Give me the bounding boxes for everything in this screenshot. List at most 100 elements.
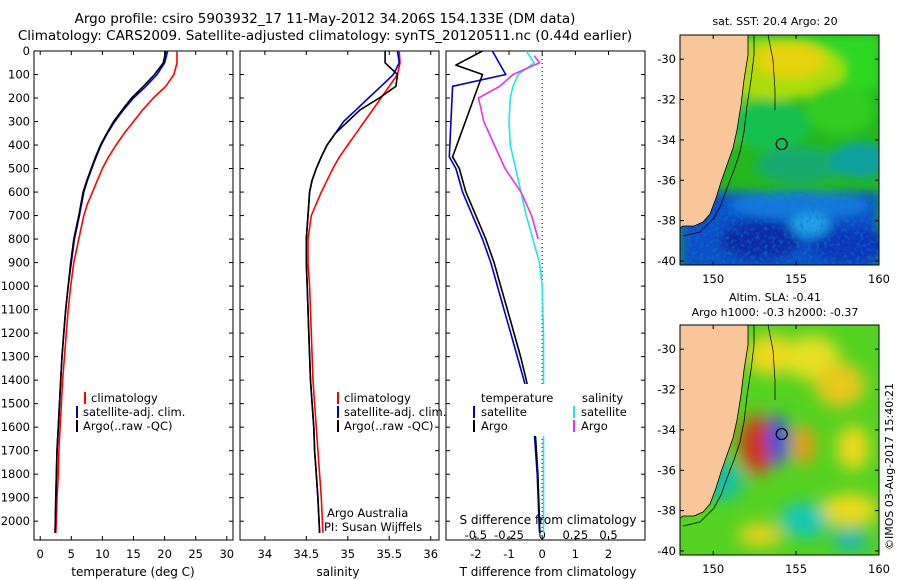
map-x-tick-label: 155 xyxy=(785,562,807,576)
salinity-x-label: salinity xyxy=(316,565,359,579)
sla-map-axes: 150 155 160 -30 -32 -34 -36 -38 -40 xyxy=(657,325,890,576)
sla-map-title: Altim. SLA: -0.41 xyxy=(729,291,821,304)
s-tick-label: -0.5 xyxy=(465,528,487,542)
x-tick-label: 36 xyxy=(423,547,438,561)
legend-label-satellite: satellite-adj. clim. xyxy=(344,405,446,419)
map-y-tick-label: -30 xyxy=(657,342,676,356)
sla-land-area xyxy=(680,325,749,519)
map-y-tick-label: -38 xyxy=(657,504,676,518)
salinity-panel: 34 34.5 35 35.5 36 climatology satellite-adj… xyxy=(239,50,446,579)
sla-map-image xyxy=(680,325,879,555)
depth-tick-label: 1700 xyxy=(1,444,30,458)
series-line-climatology xyxy=(55,51,178,533)
series-line-s-argo xyxy=(477,55,541,240)
x-tick-label: 5 xyxy=(68,547,75,561)
x-tick-label: 35.5 xyxy=(376,547,402,561)
salinity-x-axis: 34 34.5 35 35.5 36 xyxy=(258,51,438,561)
map-y-tick-label: -32 xyxy=(657,93,676,107)
map-y-tick-label: -40 xyxy=(657,544,676,558)
x-tick-label: -2 xyxy=(470,547,481,561)
depth-tick-label: 1000 xyxy=(1,279,30,293)
x-tick-label: 2 xyxy=(605,547,612,561)
x-tick-label: 10 xyxy=(95,547,110,561)
temperature-x-axis: 0 5 10 15 20 25 30 xyxy=(37,51,234,561)
figure-title-line2: Climatology: CARS2009. Satellite-adjuste… xyxy=(17,28,633,44)
map-y-tick-label: -36 xyxy=(657,463,676,477)
depth-tick-label: 1600 xyxy=(1,420,30,434)
sla-argo-position-marker xyxy=(775,427,788,441)
sla-map-frame xyxy=(679,324,880,556)
depth-tick-label: 200 xyxy=(8,91,30,105)
sst-map-frame xyxy=(679,34,880,266)
depth-tick-label: 800 xyxy=(8,232,30,246)
salinity-y-ticks xyxy=(240,50,439,522)
depth-tick-label: 900 xyxy=(8,256,30,270)
temperature-series xyxy=(54,50,178,533)
imos-timestamp: ©IMOS 03-Aug-2017 15:40:21 xyxy=(883,383,896,550)
map-y-tick-label: -34 xyxy=(657,423,676,437)
figure-title-line1: Argo profile: csiro 5903932_17 11-May-20… xyxy=(74,11,576,27)
map-y-tick-label: -40 xyxy=(657,254,676,268)
sla-map-panel: Altim. SLA: -0.41 Argo h1000: -0.3 h2000… xyxy=(657,291,890,576)
difference-x-axis: -2 -1 0 1 2 -0.5 -0.25 0 0.25 0.5 xyxy=(465,51,618,561)
s-tick-label: 0 xyxy=(539,528,546,542)
legend-label-s-satellite: satellite xyxy=(581,405,627,419)
x-tick-label: 30 xyxy=(219,547,234,561)
sst-map-image xyxy=(680,35,879,265)
map-y-tick-label: -36 xyxy=(657,173,676,187)
temperature-legend: climatology satellite-adj. clim. Argo(..… xyxy=(76,391,185,433)
map-x-tick-label: 150 xyxy=(702,562,724,576)
depth-tick-label: 1100 xyxy=(1,303,30,317)
map-x-tick-label: 160 xyxy=(868,562,890,576)
x-tick-label: -1 xyxy=(503,547,514,561)
map-x-tick-label: 150 xyxy=(702,272,724,286)
sst-map-panel: sat. SST: 20.4 Argo: 20 xyxy=(657,15,890,286)
difference-axes-box xyxy=(445,50,646,541)
legend-label-t-argo: Argo xyxy=(481,419,508,433)
legend-label-t-satellite: satellite xyxy=(481,405,527,419)
difference-panel: -2 -1 0 1 2 -0.5 -0.25 0 0.25 0.5 temperature sal… xyxy=(445,50,646,579)
pi-label: PI: Susan Wijffels xyxy=(324,520,422,534)
depth-axis: 0 100 200 300 400 500 600 700 800 900 1000 1100 1200… xyxy=(1,44,233,528)
s-tick-label: 0.5 xyxy=(599,528,617,542)
depth-tick-label: 1300 xyxy=(1,350,30,364)
series-line-argo-raw-qc xyxy=(54,50,167,533)
salinity-axes-box xyxy=(239,50,440,541)
x-tick-label: 34 xyxy=(258,547,273,561)
legend-label-satellite: satellite-adj. clim. xyxy=(83,405,185,419)
legend-label-climatology: climatology xyxy=(344,391,411,405)
map-y-tick-label: -30 xyxy=(657,52,676,66)
legend-background xyxy=(452,384,632,436)
depth-tick-label: 1500 xyxy=(1,397,30,411)
sst-map-title: sat. SST: 20.4 Argo: 20 xyxy=(712,15,837,28)
depth-tick-label: 1800 xyxy=(1,467,30,481)
map-y-tick-label: -38 xyxy=(657,214,676,228)
x-tick-label: 1 xyxy=(572,547,579,561)
depth-tick-label: 500 xyxy=(8,162,30,176)
legend-label-argo: Argo(..raw -QC) xyxy=(344,419,434,433)
temperature-x-label: temperature (deg C) xyxy=(71,565,194,579)
depth-tick-label: 700 xyxy=(8,209,30,223)
series-line-climatology xyxy=(307,50,401,533)
depth-tick-label: 300 xyxy=(8,115,30,129)
depth-tick-label: 1200 xyxy=(1,326,30,340)
legend-label-s-argo: Argo xyxy=(581,419,608,433)
sst-land-area xyxy=(680,35,749,229)
argo-australia-label: Argo Australia xyxy=(327,506,408,520)
series-line-argo-raw-qc xyxy=(305,51,399,533)
x-tick-label: 25 xyxy=(188,547,203,561)
sst-argo-position-marker xyxy=(775,137,788,151)
temperature-panel: 0100200300400500600700800900100011001200… xyxy=(1,44,234,579)
legend-label-climatology: climatology xyxy=(91,391,158,405)
temperature-axes-box xyxy=(33,50,234,541)
x-tick-label: 34.5 xyxy=(294,547,320,561)
x-tick-label: 15 xyxy=(126,547,141,561)
depth-tick-label: 1900 xyxy=(1,491,30,505)
map-x-tick-label: 160 xyxy=(868,272,890,286)
difference-y-ticks xyxy=(446,50,645,522)
difference-legend: temperature salinity satellite Argo sate… xyxy=(452,384,632,436)
salinity-series xyxy=(305,50,401,533)
legend-label-argo: Argo(..raw -QC) xyxy=(83,419,173,433)
